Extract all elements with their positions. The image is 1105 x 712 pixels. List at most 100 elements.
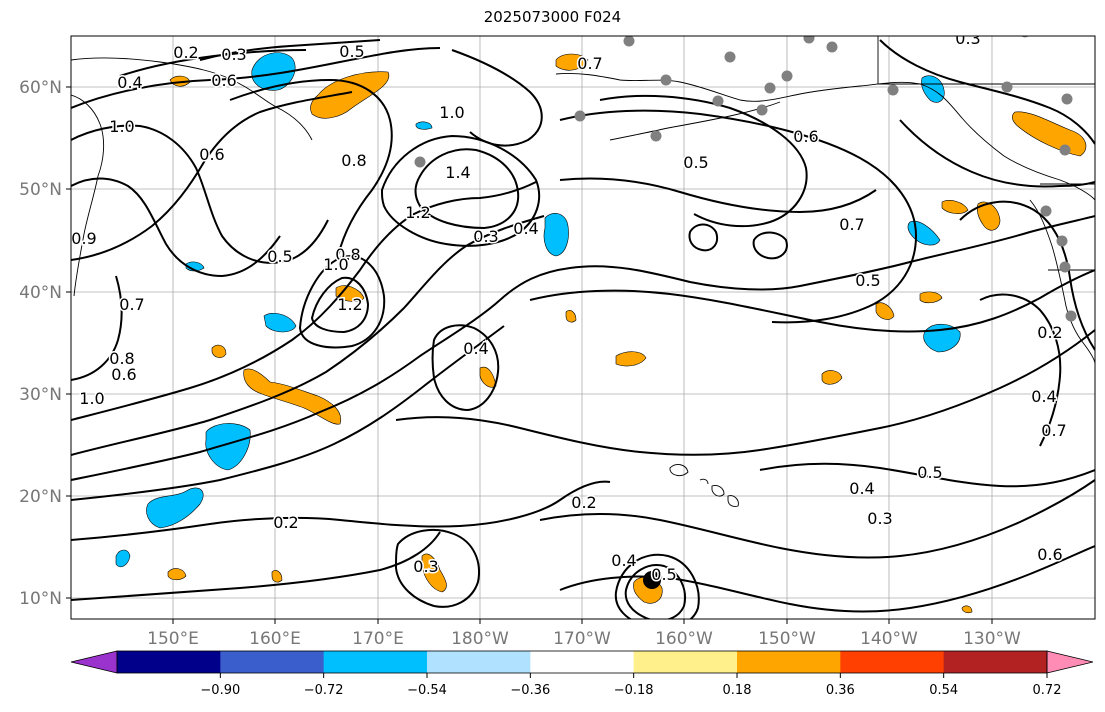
coastline-siberia — [71, 57, 313, 141]
station-marker-icon — [887, 84, 899, 96]
contour-label: 1.0 — [79, 389, 104, 408]
colorbar-segment — [117, 651, 221, 673]
coastlines — [71, 36, 1095, 507]
contour-label: 0.8 — [341, 151, 366, 170]
contour-label: 0.4 — [1031, 387, 1056, 406]
positive-area — [271, 570, 283, 583]
contour-line — [71, 325, 505, 501]
contour-label: 1.2 — [405, 203, 430, 222]
contour-line — [71, 91, 353, 261]
coastline-alaska — [555, 73, 1095, 201]
lon-tick-label: 160°W — [655, 629, 713, 649]
lon-tick-label: 160°E — [249, 629, 301, 649]
lon-tick-label: 150°E — [147, 629, 199, 649]
map-title: 2025073000 F024 — [483, 8, 622, 26]
station-marker-icon — [623, 36, 635, 47]
lon-tick-label: 170°W — [553, 629, 611, 649]
contour-label: 0.7 — [1041, 421, 1066, 440]
lat-tick-label: 30°N — [19, 385, 62, 405]
contour-line — [71, 124, 329, 264]
contour-line — [394, 528, 480, 608]
contour-label: 0.6 — [199, 145, 224, 164]
contour-label: 0.2 — [173, 43, 198, 62]
contour-line — [431, 324, 500, 412]
station-marker-icon — [1059, 144, 1071, 156]
hawaiian-islands — [669, 464, 739, 507]
colorbar-tick-label: 0.18 — [723, 683, 752, 698]
contour-label: 0.5 — [267, 247, 292, 266]
contour-line — [71, 181, 537, 421]
positive-area — [243, 368, 342, 425]
contour-label: 0.6 — [793, 127, 818, 146]
contour-label: 0.5 — [855, 271, 880, 290]
lat-tick-label: 60°N — [19, 78, 62, 98]
contour-label: 1.2 — [337, 295, 362, 314]
contour-label: 0.4 — [463, 339, 488, 358]
contour-label: 1.0 — [323, 255, 348, 274]
contour-label: 0.7 — [577, 54, 602, 73]
contour-line — [71, 531, 441, 601]
contour-label: 0.5 — [651, 565, 676, 584]
contour-line — [310, 276, 370, 334]
positive-area — [211, 344, 227, 358]
contour-line — [380, 134, 541, 247]
positive-area — [565, 310, 577, 323]
contour-label: 0.5 — [917, 463, 942, 482]
positive-area — [961, 605, 973, 614]
gridlines — [71, 36, 1095, 619]
station-marker-icon — [1059, 261, 1071, 273]
contour-line — [71, 275, 123, 381]
plot-area — [71, 36, 1095, 619]
colorbar-segment — [737, 651, 841, 673]
negative-area — [921, 75, 945, 103]
contour-line — [71, 177, 281, 278]
lat-tick-label: 10°N — [19, 589, 62, 609]
contour-lines — [71, 39, 1095, 619]
contour-label: 0.4 — [849, 479, 874, 498]
positive-area — [875, 302, 895, 320]
contour-label: 0.2 — [1037, 323, 1062, 342]
contour-label: 0.5 — [339, 42, 364, 61]
contour-line — [959, 200, 1095, 351]
colorbar-segment — [840, 651, 945, 673]
contour-label: 0.2 — [571, 493, 596, 512]
lon-tick-label: 170°E — [352, 629, 404, 649]
contour-label: 0.3 — [867, 509, 892, 528]
station-marker-icon — [660, 74, 672, 86]
contour-label: 0.3 — [221, 45, 246, 64]
station-marker-icon — [414, 156, 426, 168]
contour-label: 0.3 — [413, 557, 438, 576]
negative-area — [263, 313, 297, 333]
lon-tick-label: 140°W — [860, 629, 918, 649]
contour-line — [899, 119, 1095, 188]
colorbar-tick-label: −0.90 — [200, 683, 240, 698]
negative-area — [115, 549, 131, 568]
negative-area — [415, 121, 433, 130]
station-marker-icon — [1065, 310, 1077, 322]
contour-label: 0.7 — [839, 215, 864, 234]
contour-label: 0.2 — [273, 513, 298, 532]
positive-area — [421, 553, 447, 593]
colorbar-segment — [530, 651, 635, 673]
contour-line — [688, 223, 718, 252]
lat-tick-label: 20°N — [19, 487, 62, 507]
border-canada — [877, 36, 1095, 85]
contour-label: 0.3 — [473, 227, 498, 246]
station-marker-icon — [764, 82, 776, 94]
negative-area — [251, 52, 296, 91]
station-marker-icon — [826, 41, 838, 53]
negative-area — [205, 423, 251, 471]
colorbar-tick-label: −0.18 — [614, 683, 654, 698]
colorbar-frame — [116, 650, 1048, 674]
colorbar-extend-high — [1046, 650, 1094, 674]
station-marker-icon — [1056, 235, 1068, 247]
contour-line — [979, 293, 1062, 447]
station-marker-icon — [650, 130, 662, 142]
negative-area — [146, 487, 204, 529]
contour-line — [229, 78, 393, 257]
contour-line — [539, 479, 1095, 559]
contour-label: 1.0 — [109, 117, 134, 136]
coastline-kamchatka — [71, 94, 105, 297]
colorbar-segment — [323, 651, 428, 673]
